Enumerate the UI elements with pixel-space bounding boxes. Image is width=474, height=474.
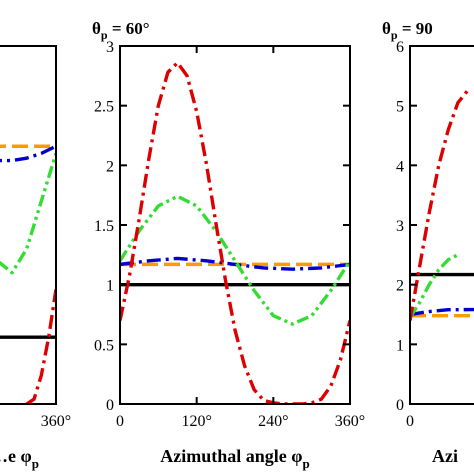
y-tick-label: 5: [396, 99, 404, 116]
x-tick-label: 360°: [41, 413, 71, 430]
series-line-3: [410, 253, 459, 319]
x-tick-label: 0: [116, 413, 124, 430]
series-line-3: [0, 152, 56, 275]
plot-frame: [119, 45, 351, 405]
panel-title: θp = 60°: [92, 19, 150, 42]
plot-frame: [409, 45, 474, 405]
series-line-2: [0, 144, 56, 163]
series-line-4: [120, 61, 350, 404]
y-tick-label: 0.5: [94, 337, 114, 354]
y-tick-label: 1: [106, 278, 114, 295]
y-tick-label: 6: [396, 39, 404, 56]
y-tick-label: 3: [396, 218, 404, 235]
y-tick-label: 4: [396, 158, 404, 175]
y-tick-label: 2: [106, 158, 114, 175]
x-tick-label: 0: [406, 413, 414, 430]
y-tick-label: 3: [106, 39, 114, 56]
x-axis-label: Azi: [432, 446, 458, 466]
y-tick-label: 2.5: [94, 99, 114, 116]
x-tick-label: 240°: [258, 413, 288, 430]
series-line-2: [410, 307, 474, 317]
x-axis-label: …e φp: [0, 446, 39, 471]
series-line-3: [120, 194, 350, 326]
y-tick-label: 0: [106, 397, 114, 414]
plot-frame: [0, 45, 57, 405]
panel-title: θp = 90: [382, 19, 433, 42]
y-tick-label: 1: [396, 337, 404, 354]
panel-left: 360°…e φp: [0, 45, 71, 471]
panel-right: 00 1 2 3 4 5 6θp = 90 Azi: [382, 19, 474, 466]
series-line-4: [410, 89, 469, 321]
panel-middle: 0 120° 240° 360° 0 0.5 1 1.5 2 2.5 3θp = 60° Azimut…: [92, 19, 365, 471]
y-tick-label: 1.5: [94, 218, 114, 235]
series-line-4: [25, 289, 56, 404]
y-tick-label: 2: [396, 278, 404, 295]
series-line-2: [120, 256, 350, 271]
x-tick-label: 360°: [335, 413, 365, 430]
y-tick-label: 0: [396, 397, 404, 414]
x-tick-label: 120°: [181, 413, 211, 430]
x-axis-label: Azimuthal angle φp: [160, 446, 309, 471]
